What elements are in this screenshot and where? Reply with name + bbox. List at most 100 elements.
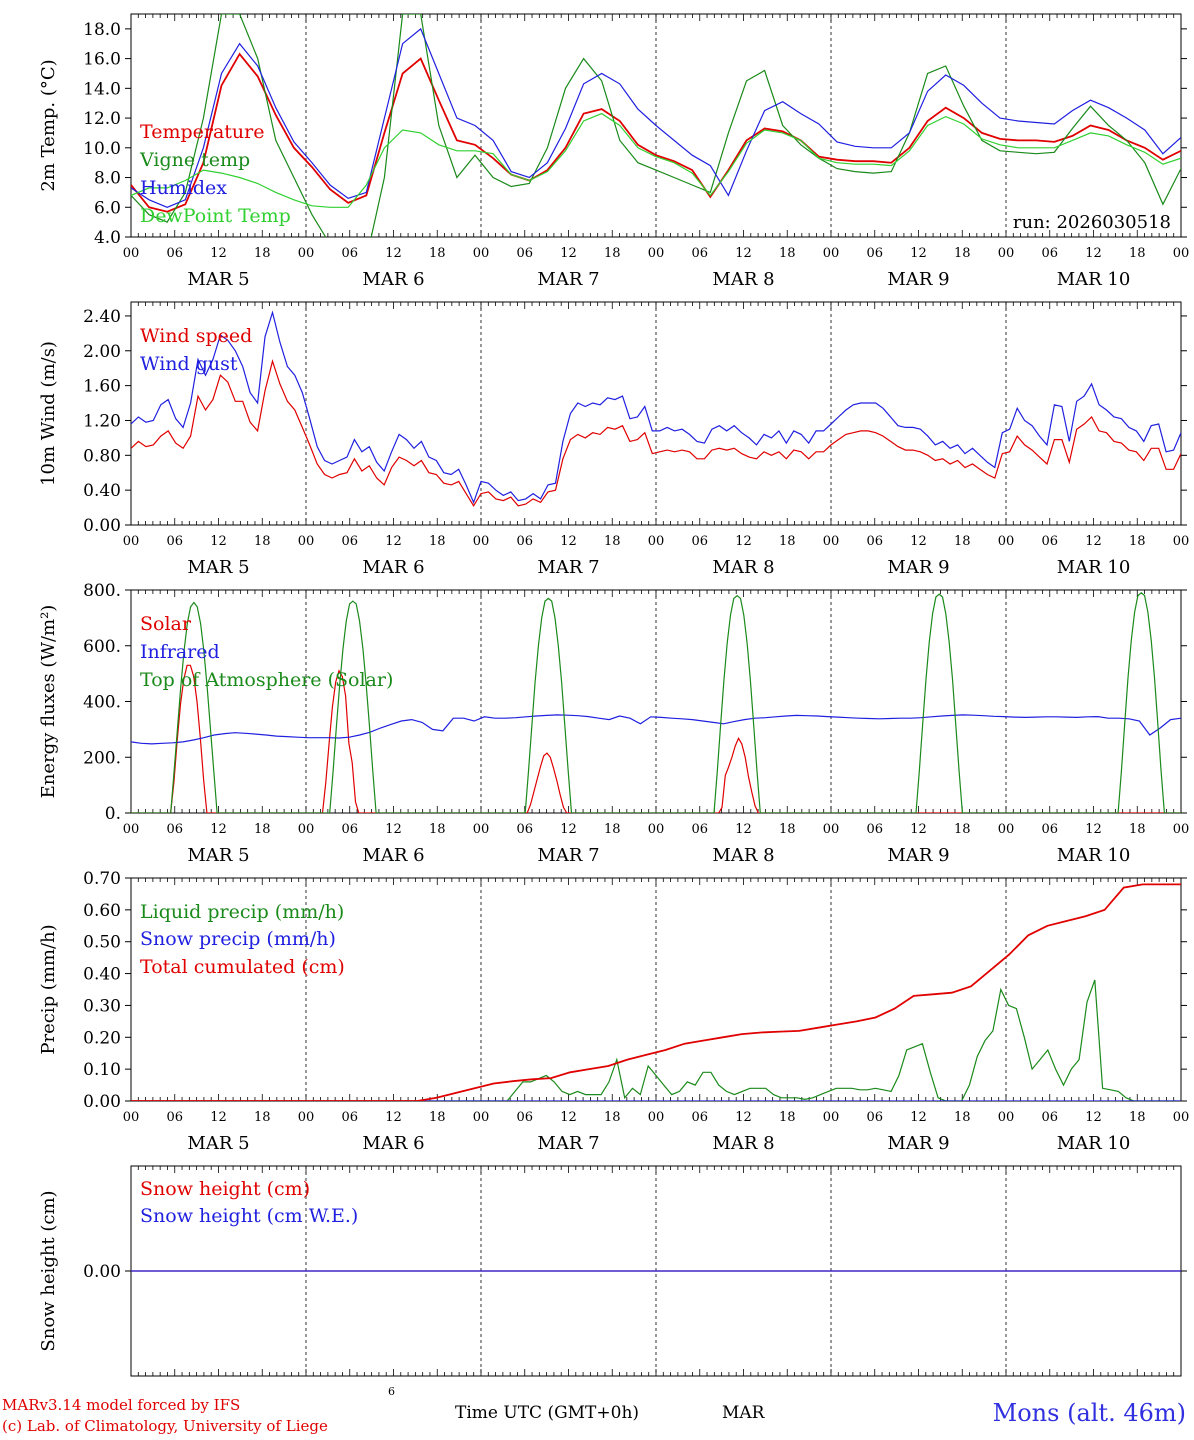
legend-entry: Solar [140,613,192,635]
y-tick-label: 0.00 [83,1092,121,1112]
credit-line-2: (c) Lab. of Climatology, University of L… [2,1417,328,1435]
day-label: MAR 6 [362,269,424,290]
day-label: MAR 7 [537,269,599,290]
x-axis-small-label: 6 [388,1385,395,1398]
y-tick-label: 0.40 [83,481,121,501]
x-tick-label: 00 [1173,534,1190,549]
x-tick-label: 00 [648,246,665,261]
x-tick-label: 06 [516,246,533,261]
x-tick-label: 12 [910,822,927,837]
legend-entry: Total cumulated (cm) [140,956,345,978]
x-tick-label: 00 [998,822,1015,837]
station-label: Mons (alt. 46m) [992,1399,1186,1427]
x-tick-label: 06 [691,822,708,837]
x-tick-label: 06 [516,1110,533,1125]
x-tick-label: 00 [823,534,840,549]
x-tick-label: 00 [823,1110,840,1125]
x-tick-label: 12 [210,822,227,837]
x-tick-label: 00 [998,246,1015,261]
day-label: MAR 10 [1057,845,1131,866]
credit-line-1: MARv3.14 model forced by IFS [2,1396,241,1414]
series-line-humidex [131,27,1181,208]
panel-3: 00 06 12 18 MAR 5 00 06 12 18 MAR 6 00 06 12 18 MAR 7 0… [38,581,1189,866]
panel-2: 00 06 12 18 MAR 5 00 06 12 18 MAR 6 00 06 12 18 MAR 7 0… [38,301,1190,578]
x-tick-label: 00 [473,1110,490,1125]
x-tick-label: 06 [866,822,883,837]
x-tick-label: 06 [341,822,358,837]
x-tick-label: 18 [779,534,796,549]
x-tick-label: 12 [910,534,927,549]
x-tick-label: 06 [166,534,183,549]
x-tick-label: 18 [254,822,271,837]
x-axis-title: Time UTC (GMT+0h) [455,1403,640,1423]
day-label: MAR 7 [537,557,599,578]
series-line-vigne-temp [131,14,1181,237]
x-tick-label: 06 [691,1110,708,1125]
x-tick-label: 06 [691,534,708,549]
panel-4: 00 06 12 18 MAR 5 00 06 12 18 MAR 6 00 06 12 18 MAR 7 0… [38,869,1189,1154]
x-tick-label: 00 [648,1110,665,1125]
x-tick-label: 00 [648,534,665,549]
y-tick-label: 4.0 [94,228,121,248]
x-tick-label: 00 [823,246,840,261]
y-axis-label: Snow height (cm) [38,1190,59,1351]
series-line-infrared [131,714,1181,745]
day-label: MAR 10 [1057,1133,1131,1154]
y-tick-label: 0.80 [83,446,121,466]
legend-entry: DewPoint Temp [140,205,291,227]
day-label: MAR 5 [187,557,249,578]
legend-entry: Snow precip (mm/h) [140,928,336,950]
y-tick-label: 6.0 [94,198,121,218]
x-tick-label: 18 [254,534,271,549]
day-label: MAR 10 [1057,557,1131,578]
series-line-total-cumulated-cm- [131,883,1181,1101]
y-tick-label: 2.00 [83,342,121,362]
x-tick-label: 12 [735,822,752,837]
x-tick-label: 00 [123,822,140,837]
series-line-wind-speed [131,359,1181,507]
y-tick-label: 0. [105,804,121,824]
x-tick-label: 12 [385,534,402,549]
day-label: MAR 7 [537,1133,599,1154]
x-tick-label: 18 [604,1110,621,1125]
x-tick-label: 18 [779,822,796,837]
x-tick-label: 06 [1041,246,1058,261]
legend-entry: Liquid precip (mm/h) [140,901,344,923]
day-label: MAR 5 [187,269,249,290]
x-tick-label: 12 [910,246,927,261]
x-tick-label: 18 [429,246,446,261]
y-tick-label: 600. [83,637,121,657]
legend-entry: Top of Atmosphere (Solar) [140,669,393,691]
y-tick-label: 0.00 [83,516,121,536]
y-tick-label: 8.0 [94,169,121,189]
x-tick-label: 12 [210,534,227,549]
x-tick-label: 06 [341,534,358,549]
x-tick-label: 06 [1041,1110,1058,1125]
x-tick-label: 18 [779,1110,796,1125]
series-line-liquid-precip-mm-h- [131,979,1181,1101]
x-tick-label: 12 [560,822,577,837]
day-label: MAR 5 [187,1133,249,1154]
day-label: MAR 5 [187,845,249,866]
day-label: MAR 9 [887,1133,949,1154]
x-tick-label: 18 [604,822,621,837]
x-tick-label: 06 [1041,822,1058,837]
x-tick-label: 06 [866,1110,883,1125]
x-tick-label: 18 [254,246,271,261]
legend-entry: Vigne temp [139,149,250,171]
y-tick-label: 0.70 [83,869,121,889]
y-tick-label: 18.0 [83,20,121,40]
x-tick-label: 18 [429,534,446,549]
x-tick-label: 06 [166,1110,183,1125]
legend-entry: Humidex [140,177,227,199]
x-tick-label: 00 [298,822,315,837]
x-tick-label: 18 [954,1110,971,1125]
x-tick-label: 12 [1085,1110,1102,1125]
x-tick-label: 12 [735,1110,752,1125]
x-tick-label: 06 [166,246,183,261]
x-tick-label: 00 [1173,822,1190,837]
x-tick-label: 00 [1173,1110,1190,1125]
y-tick-label: 10.0 [83,139,121,159]
x-tick-label: 06 [516,822,533,837]
x-tick-label: 18 [429,822,446,837]
